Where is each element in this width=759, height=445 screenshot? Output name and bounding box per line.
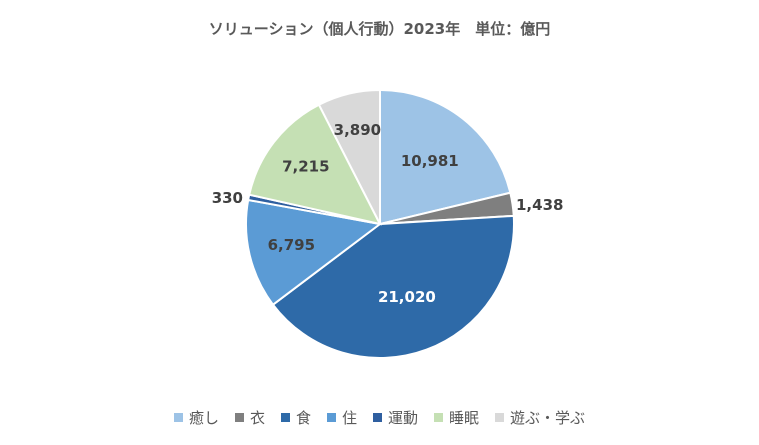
legend-swatch [326, 413, 336, 422]
legend-swatch [280, 413, 290, 422]
legend-swatch [373, 413, 382, 422]
legend-swatch [495, 413, 505, 422]
legend-item-3: 食 [280, 407, 311, 428]
legend-label: 衣 [249, 409, 265, 427]
legend-item-7: 遊ぶ・学ぶ [495, 407, 585, 428]
pie-slice-4 [245, 198, 383, 307]
legend-item-5: 運動 [373, 407, 418, 428]
data-label-6: 7,215 [282, 158, 329, 176]
chart-legend: 癒し 衣 食 住 運動 睡眠 遊ぶ・学ぶ [0, 407, 759, 428]
data-label-2: 1,438 [516, 196, 563, 214]
data-label-3: 21,020 [378, 288, 436, 306]
data-label-1: 10,981 [401, 152, 459, 170]
legend-swatch [173, 413, 183, 422]
chart-title: ソリューション（個人行動）2023年 単位：億円 [208, 20, 551, 38]
legend-label: 食 [295, 409, 311, 427]
legend-label: 遊ぶ・学ぶ [510, 409, 586, 427]
legend-label: 睡眠 [449, 409, 480, 427]
legend-swatch [434, 413, 444, 422]
data-label-7: 3,890 [334, 121, 381, 139]
legend-item-1: 癒し [173, 407, 219, 428]
legend-item-2: 衣 [234, 407, 265, 428]
pie-chart: 10,981 1,438 21,020 6,795 330 7,215 3,890 [212, 88, 563, 359]
pie-slice-7 [317, 88, 381, 225]
legend-swatch [234, 413, 244, 422]
legend-item-6: 睡眠 [434, 407, 479, 428]
legend-label: 住 [341, 409, 357, 427]
legend-item-4: 住 [326, 407, 357, 428]
pie-slice-1 [379, 88, 512, 226]
pie-slice-3 [271, 214, 515, 359]
pie-slice-6 [248, 103, 382, 226]
legend-label: 癒し [188, 409, 219, 427]
data-label-5: 330 [212, 189, 243, 207]
legend-label: 運動 [388, 409, 419, 427]
data-label-4: 6,795 [268, 236, 315, 254]
